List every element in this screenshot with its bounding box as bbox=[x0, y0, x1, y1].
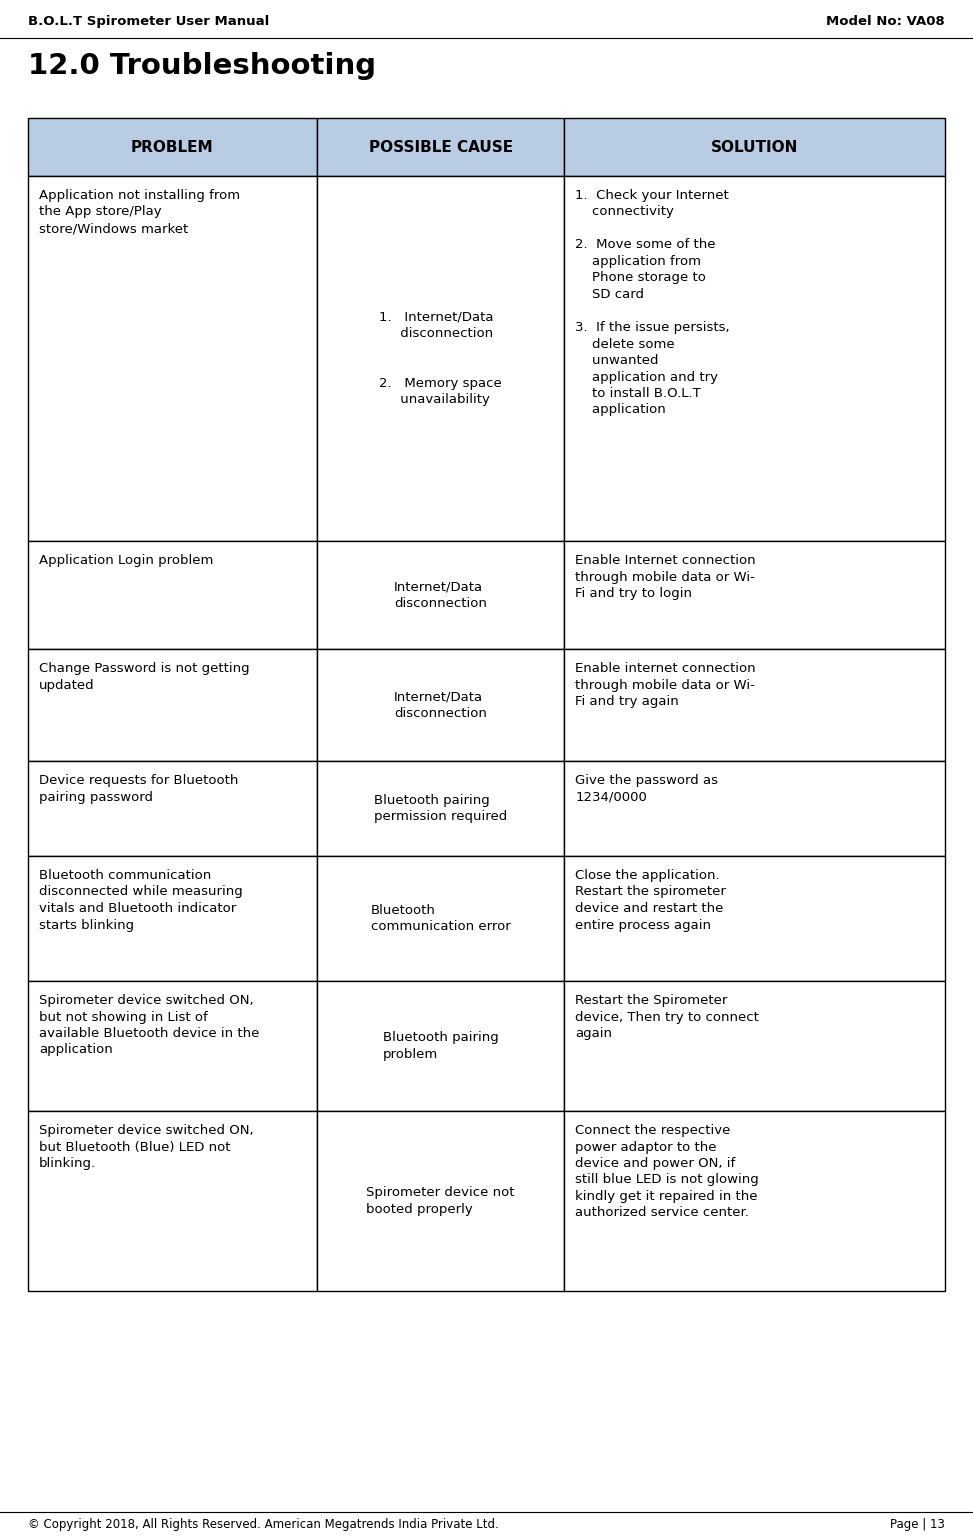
Text: 1.   Internet/Data
     disconnection


2.   Memory space
     unavailability: 1. Internet/Data disconnection 2. Memory… bbox=[379, 311, 502, 406]
Text: Bluetooth pairing
permission required: Bluetooth pairing permission required bbox=[374, 794, 507, 823]
Text: Bluetooth communication
disconnected while measuring
vitals and Bluetooth indica: Bluetooth communication disconnected whi… bbox=[39, 870, 242, 931]
Bar bbox=[28, 542, 317, 649]
Text: Enable Internet connection
through mobile data or Wi-
Fi and try to login: Enable Internet connection through mobil… bbox=[575, 554, 756, 600]
Text: Spirometer device switched ON,
but Bluetooth (Blue) LED not
blinking.: Spirometer device switched ON, but Bluet… bbox=[39, 1123, 254, 1170]
Bar bbox=[317, 760, 564, 856]
Text: B.O.L.T Spirometer User Manual: B.O.L.T Spirometer User Manual bbox=[28, 15, 270, 28]
Bar bbox=[28, 175, 317, 542]
Text: Application not installing from
the App store/Play
store/Windows market: Application not installing from the App … bbox=[39, 189, 240, 235]
Bar bbox=[28, 760, 317, 856]
Text: Internet/Data
disconnection: Internet/Data disconnection bbox=[394, 691, 487, 720]
Text: Application Login problem: Application Login problem bbox=[39, 554, 213, 566]
Text: Restart the Spirometer
device, Then try to connect
again: Restart the Spirometer device, Then try … bbox=[575, 994, 759, 1040]
Text: 1.  Check your Internet
    connectivity

2.  Move some of the
    application f: 1. Check your Internet connectivity 2. M… bbox=[575, 189, 730, 417]
Bar bbox=[564, 1111, 945, 1291]
Bar bbox=[28, 119, 317, 175]
Bar bbox=[28, 649, 317, 760]
Text: Change Password is not getting
updated: Change Password is not getting updated bbox=[39, 662, 250, 691]
Text: Bluetooth pairing
problem: Bluetooth pairing problem bbox=[382, 1031, 498, 1060]
Bar bbox=[317, 649, 564, 760]
Bar bbox=[564, 980, 945, 1111]
Text: Enable internet connection
through mobile data or Wi-
Fi and try again: Enable internet connection through mobil… bbox=[575, 662, 756, 708]
Text: Bluetooth
communication error: Bluetooth communication error bbox=[371, 903, 511, 933]
Text: Internet/Data
disconnection: Internet/Data disconnection bbox=[394, 580, 487, 609]
Text: Spirometer device not
booted properly: Spirometer device not booted properly bbox=[367, 1187, 515, 1216]
Text: Connect the respective
power adaptor to the
device and power ON, if
still blue L: Connect the respective power adaptor to … bbox=[575, 1123, 759, 1219]
Bar bbox=[317, 856, 564, 980]
Text: Give the password as
1234/0000: Give the password as 1234/0000 bbox=[575, 774, 718, 803]
Bar bbox=[317, 1111, 564, 1291]
Text: Page | 13: Page | 13 bbox=[890, 1517, 945, 1531]
Bar bbox=[317, 175, 564, 542]
Text: PROBLEM: PROBLEM bbox=[131, 140, 214, 154]
Text: SOLUTION: SOLUTION bbox=[711, 140, 799, 154]
Bar bbox=[564, 119, 945, 175]
Text: Model No: VA08: Model No: VA08 bbox=[826, 15, 945, 28]
Bar bbox=[564, 175, 945, 542]
Bar bbox=[28, 980, 317, 1111]
Text: 12.0 Troubleshooting: 12.0 Troubleshooting bbox=[28, 52, 377, 80]
Bar bbox=[564, 649, 945, 760]
Text: Close the application.
Restart the spirometer
device and restart the
entire proc: Close the application. Restart the spiro… bbox=[575, 870, 726, 931]
Bar bbox=[564, 760, 945, 856]
Bar bbox=[317, 119, 564, 175]
Text: POSSIBLE CAUSE: POSSIBLE CAUSE bbox=[369, 140, 513, 154]
Text: Spirometer device switched ON,
but not showing in List of
available Bluetooth de: Spirometer device switched ON, but not s… bbox=[39, 994, 260, 1056]
Text: © Copyright 2018, All Rights Reserved. American Megatrends India Private Ltd.: © Copyright 2018, All Rights Reserved. A… bbox=[28, 1517, 499, 1531]
Bar bbox=[317, 980, 564, 1111]
Text: Device requests for Bluetooth
pairing password: Device requests for Bluetooth pairing pa… bbox=[39, 774, 238, 803]
Bar bbox=[28, 856, 317, 980]
Bar bbox=[564, 542, 945, 649]
Bar bbox=[564, 856, 945, 980]
Bar bbox=[28, 1111, 317, 1291]
Bar bbox=[317, 542, 564, 649]
